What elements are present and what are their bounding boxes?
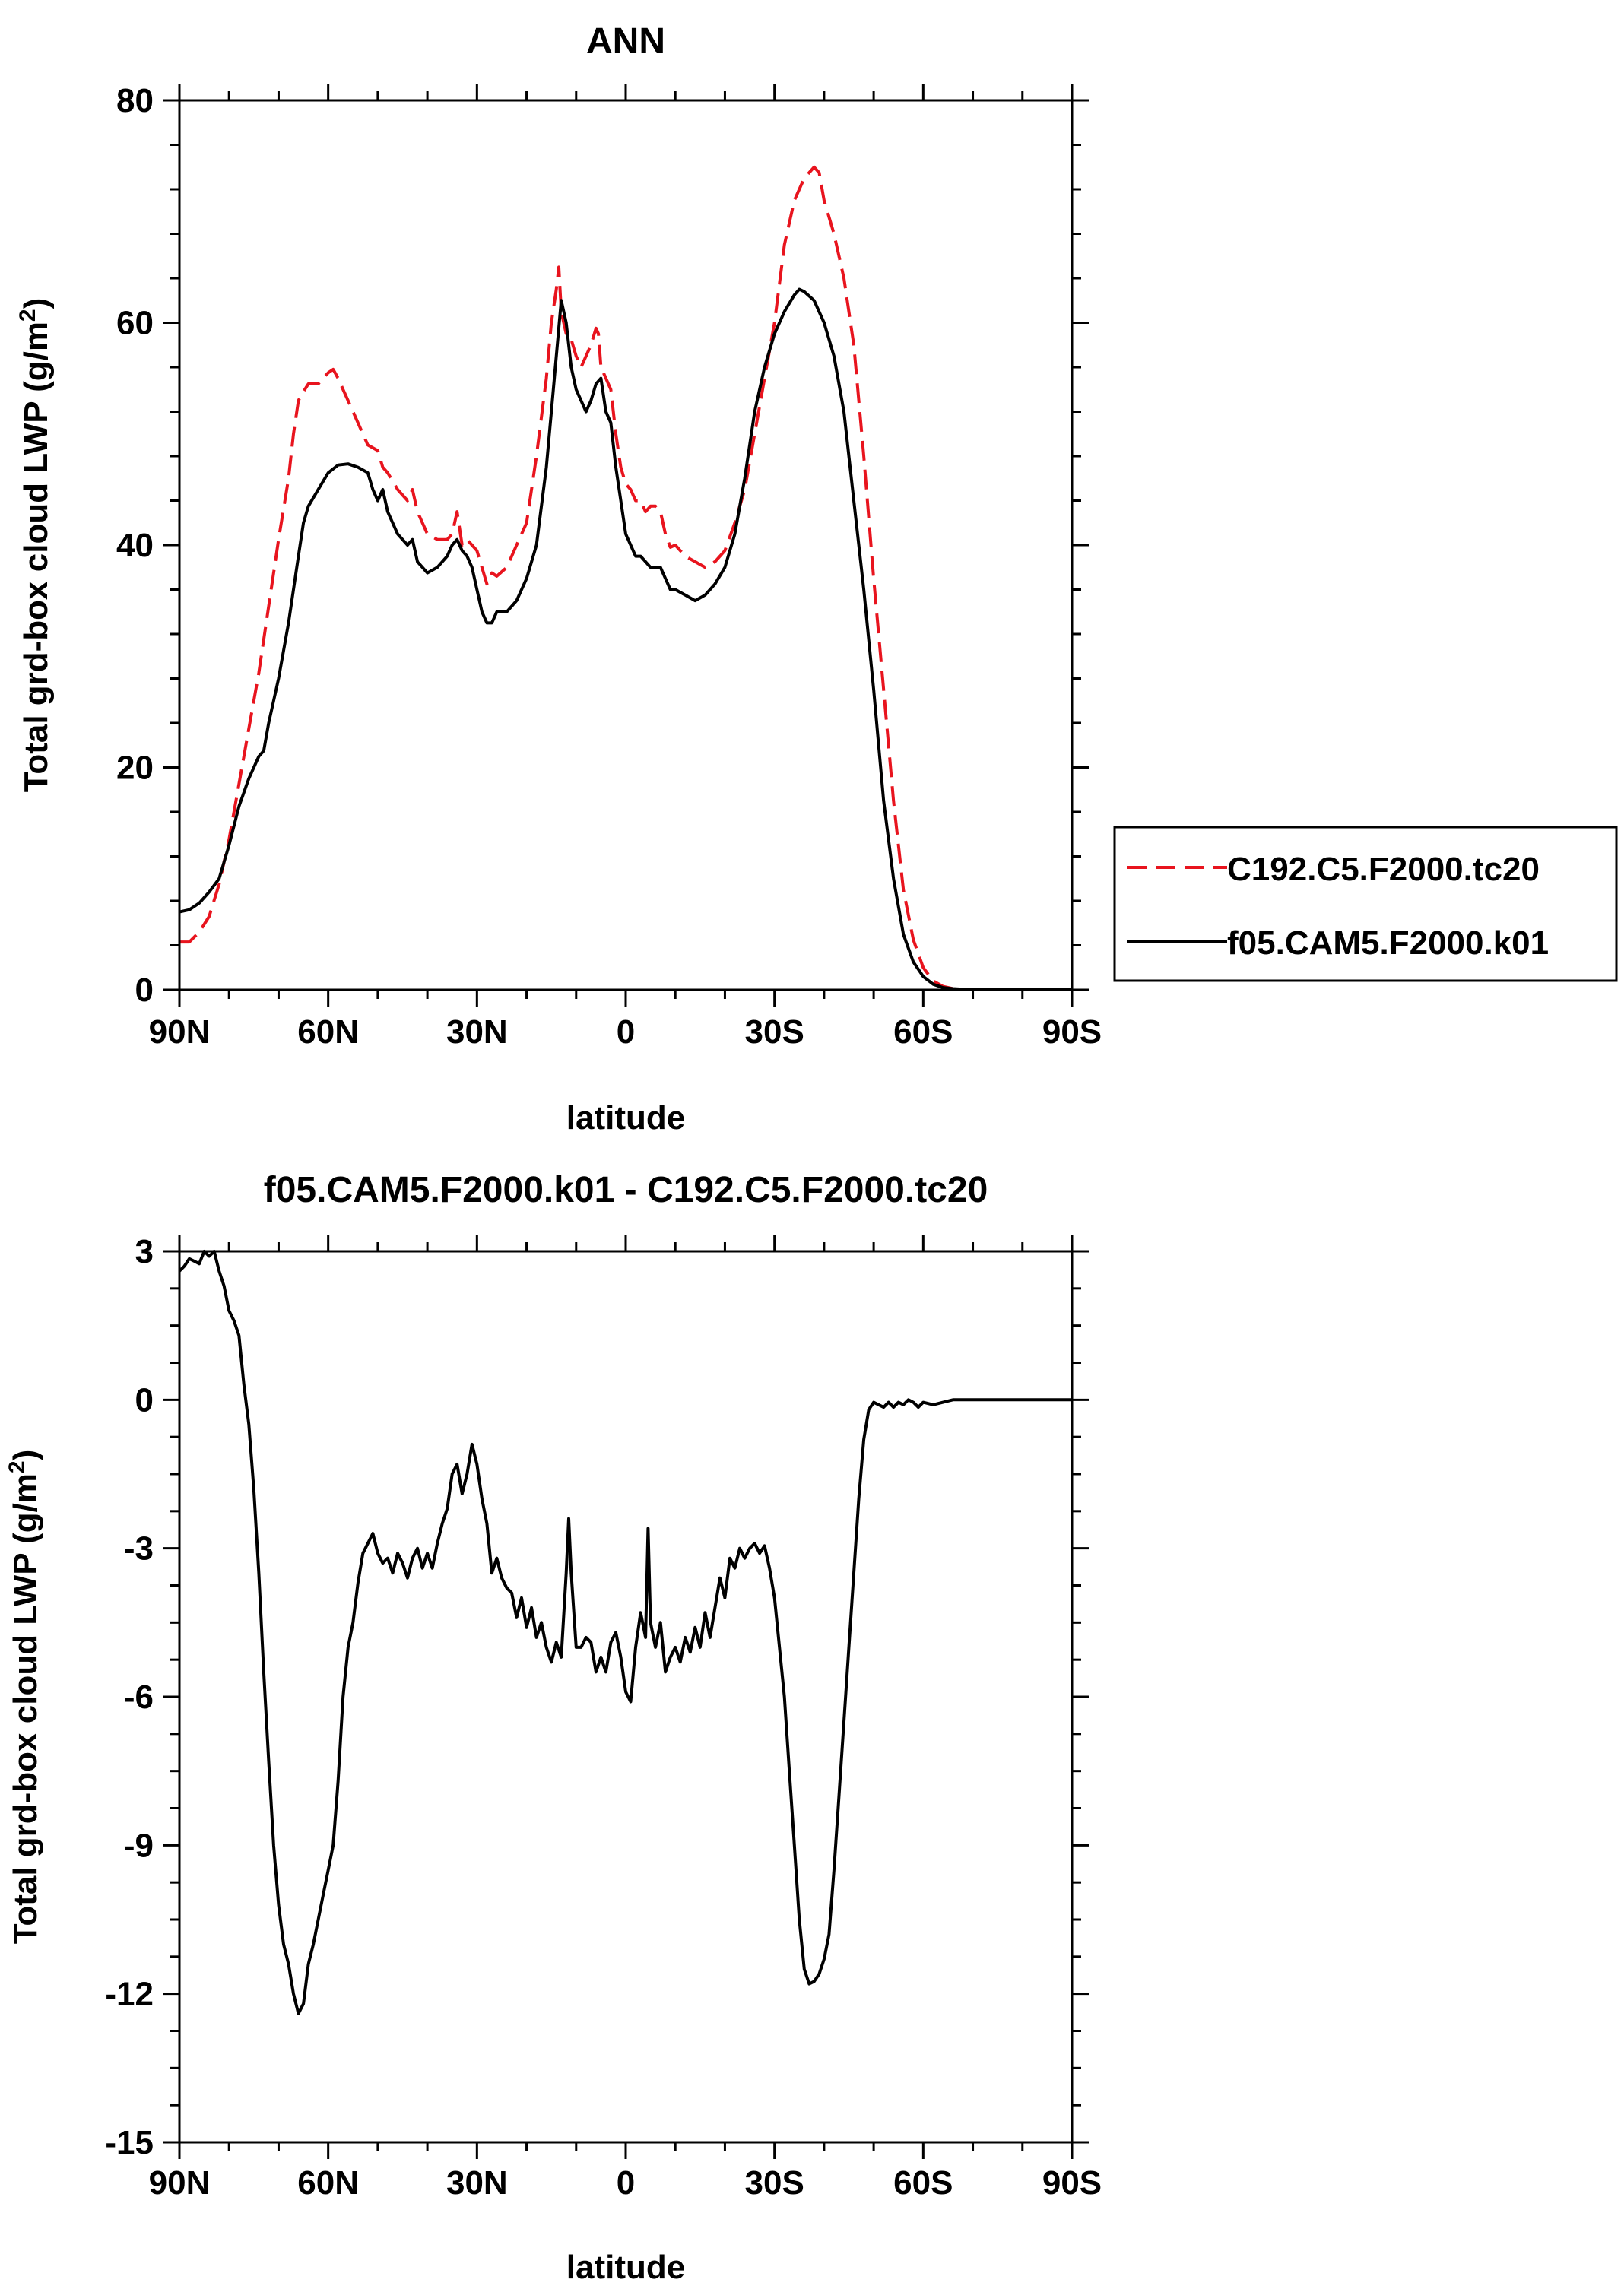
series-line-0: [178, 1250, 1072, 2015]
series-layer: [179, 165, 1072, 991]
legend-box: [1113, 826, 1618, 982]
series-layer: [178, 1250, 1072, 2015]
x-tick-label: 60N: [297, 1013, 359, 1051]
plot-frame: [178, 99, 1074, 991]
y-tick-label: 40: [116, 527, 154, 564]
y-axis-label: Total grd-box cloud LWP (g/m2): [5, 1450, 45, 1945]
y-tick-label: -6: [124, 1679, 154, 1716]
x-tick-label: 60S: [893, 1013, 953, 1051]
x-tick-label: 90N: [149, 1013, 211, 1051]
y-tick-label: 3: [135, 1233, 154, 1270]
x-tick-label: 60N: [297, 2164, 359, 2202]
x-axis-label: latitude: [566, 1099, 685, 1137]
y-axis-label-main: Total grd-box cloud LWP (g/m: [17, 322, 55, 792]
chart-title: ANN: [586, 21, 665, 62]
y-axis-label-sup: 2: [15, 309, 40, 322]
y-tick-label: 60: [116, 305, 154, 342]
legend-label-k01: f05.CAM5.F2000.k01: [1227, 924, 1549, 962]
x-tick-label: 90N: [149, 2164, 211, 2202]
x-tick-label: 0: [617, 1013, 635, 1051]
series-line-0: [179, 165, 1072, 991]
x-tick-labels: 90N 60N 30N 0 30S 60S 90S: [149, 2164, 1102, 2202]
y-axis-label-close: ): [17, 298, 55, 309]
y-tick-label: -3: [124, 1530, 154, 1568]
y-tick-label: 80: [116, 82, 154, 119]
x-tick-labels: 90N 60N 30N 0 30S 60S 90S: [149, 1013, 1102, 1051]
y-axis-label-sup: 2: [5, 1460, 30, 1473]
y-tick-label: -15: [105, 2124, 154, 2161]
y-axis-label: Total grd-box cloud LWP (g/m2): [15, 298, 56, 793]
y-tick-labels: 0 20 40 60 80: [116, 82, 154, 1009]
y-tick-labels: -15 -12 -9 -6 -3 0 3: [105, 1233, 154, 2161]
x-tick-label: 60S: [893, 2164, 953, 2202]
x-axis-label: latitude: [566, 2249, 685, 2286]
chart-title: f05.CAM5.F2000.k01 - C192.C5.F2000.tc20: [264, 1170, 988, 1210]
x-tick-label: 30N: [446, 2164, 508, 2202]
y-tick-label: -12: [105, 1976, 154, 2013]
series-line-1: [179, 287, 1072, 991]
x-tick-label: 30N: [446, 1013, 508, 1051]
x-tick-label: 0: [617, 2164, 635, 2202]
x-tick-label: 90S: [1042, 2164, 1102, 2202]
y-axis-label-close: ): [7, 1450, 44, 1461]
y-tick-label: 20: [116, 750, 154, 787]
legend-label-tc20: C192.C5.F2000.tc20: [1227, 851, 1540, 888]
y-axis-label-main: Total grd-box cloud LWP (g/m: [7, 1473, 44, 1944]
y-tick-label: 0: [135, 972, 154, 1009]
y-tick-label: -9: [124, 1827, 154, 1864]
tick-marks: [163, 84, 1089, 1007]
x-tick-label: 30S: [745, 2164, 804, 2202]
plot-frame: [178, 1250, 1074, 2144]
tick-marks: [163, 1235, 1089, 2159]
chart-annual-mean: ANN 0 20 40 60 80 90N 60N 30N 0 30S 60S 90S latitu…: [15, 21, 1618, 1137]
x-tick-label: 90S: [1042, 1013, 1102, 1051]
chart-difference: f05.CAM5.F2000.k01 - C192.C5.F2000.tc20 …: [5, 1170, 1102, 2286]
x-tick-label: 30S: [745, 1013, 804, 1051]
legend: C192.C5.F2000.tc20 f05.CAM5.F2000.k01: [1113, 826, 1618, 982]
y-tick-label: 0: [135, 1381, 154, 1419]
